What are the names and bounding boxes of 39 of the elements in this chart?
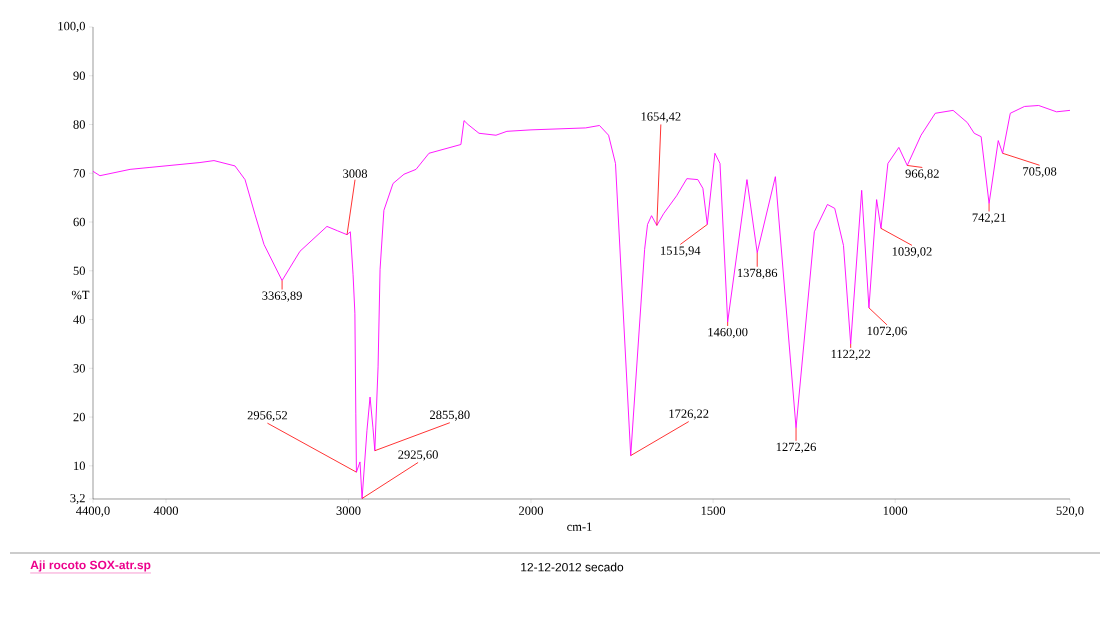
y-tick-label: 3,2 xyxy=(70,493,85,505)
y-tick-label: 10 xyxy=(74,461,85,471)
y-tick-label: 20 xyxy=(73,412,85,422)
annotation: 1460,00 xyxy=(708,327,748,339)
x-tick-label: 1000 xyxy=(883,506,908,515)
y-tick-label: 50 xyxy=(73,266,85,275)
annotation: 3363,89 xyxy=(262,291,302,302)
annotation: 705,08 xyxy=(1023,167,1057,178)
y-axis-title: %T xyxy=(71,290,90,300)
x-tick-label: 4000 xyxy=(153,506,179,515)
x-tick-label: 3000 xyxy=(336,506,361,515)
y-tick-label: 30 xyxy=(73,364,85,373)
annotation: 2855,80 xyxy=(430,410,470,421)
y-tick-label: 60 xyxy=(73,217,85,227)
annotation: 1378,86 xyxy=(738,268,778,279)
x-tick-label: 520,0 xyxy=(1056,506,1084,517)
text: 12-12-2012 secado xyxy=(521,562,624,572)
y-tick-label: 90 xyxy=(73,71,85,80)
annotation: 1072,06 xyxy=(867,326,907,337)
annotation: 3008 xyxy=(343,169,368,178)
annotation: 2956,52 xyxy=(247,411,288,422)
annotation: 1039,02 xyxy=(892,247,932,258)
y-tick-label: 40 xyxy=(73,315,85,324)
text: Aji rocoto SOX-atr.sp xyxy=(30,560,151,572)
y-tick-label: 80 xyxy=(73,120,85,129)
y-tick-label: 100,0 xyxy=(58,21,85,33)
x-axis-title: cm-1 xyxy=(567,522,592,531)
annotation: 742,21 xyxy=(972,213,1006,224)
x-tick-label: 2000 xyxy=(519,506,544,515)
annotation: 1515,94 xyxy=(661,246,701,257)
x-tick-label: 1500 xyxy=(701,506,726,515)
annotation: 2925,60 xyxy=(398,450,438,461)
y-tick-label: 70 xyxy=(73,169,85,178)
annotation: 1272,26 xyxy=(776,442,816,453)
annotation: 966,82 xyxy=(905,169,939,180)
x-tick-label: 4400,0 xyxy=(76,506,110,517)
annotation: 1122,22 xyxy=(831,349,871,361)
annotation: 1654,42 xyxy=(641,112,681,123)
annotation: 1726,22 xyxy=(669,409,709,420)
